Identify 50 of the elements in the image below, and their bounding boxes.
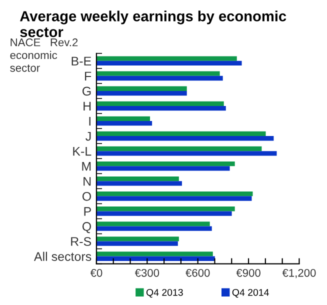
y-tick-label: P — [84, 207, 91, 216]
legend-label: Q4 2013 — [146, 288, 183, 298]
bar — [96, 236, 179, 242]
chart-title: Average weekly earnings by economic sector — [20, 10, 286, 38]
bar — [96, 101, 224, 106]
x-tick-label: €0 — [90, 268, 102, 277]
y-tick-label: O — [82, 192, 92, 201]
bar — [96, 176, 179, 182]
bar — [96, 121, 152, 126]
x-tick-label: €1,200 — [282, 268, 316, 278]
y-tick-label: J — [86, 132, 91, 141]
bar — [96, 86, 187, 91]
y-tick-label: G — [82, 86, 91, 96]
bar — [96, 256, 215, 261]
bar — [96, 196, 252, 201]
bar — [96, 206, 235, 212]
y-tick-label: I — [89, 116, 90, 126]
y-tick-label: All sectors — [34, 252, 92, 261]
bar — [96, 76, 223, 81]
x-tick-label: €600 — [186, 268, 210, 277]
bar — [96, 136, 274, 141]
bar — [96, 181, 182, 186]
y-tick-label: R-S — [71, 237, 92, 246]
bar — [96, 241, 178, 246]
bar — [96, 211, 232, 216]
y-tick-label: N — [84, 177, 91, 186]
bar — [96, 116, 150, 122]
y-tick-label: F — [84, 72, 92, 80]
y-tick-label: Q — [82, 222, 92, 234]
bar — [96, 106, 226, 111]
bar — [96, 161, 235, 166]
y-tick-label: K-L — [73, 147, 92, 156]
bar — [96, 146, 262, 152]
bar — [96, 60, 242, 66]
y-tick-label: H — [84, 102, 91, 111]
y-tick-label: B-E — [72, 56, 92, 66]
bar — [96, 166, 230, 171]
legend-label: Q4 2014 — [232, 288, 269, 298]
bar — [96, 226, 212, 231]
bar — [96, 151, 277, 156]
x-tick-label: €900 — [236, 268, 260, 277]
bar — [96, 252, 213, 256]
bar — [96, 192, 253, 196]
bar — [96, 56, 237, 61]
bar — [96, 131, 266, 136]
x-tick-label: €300 — [134, 268, 160, 277]
bar — [96, 71, 220, 76]
y-tick-label: M — [82, 162, 91, 171]
bar — [96, 222, 210, 226]
bar — [96, 90, 187, 96]
